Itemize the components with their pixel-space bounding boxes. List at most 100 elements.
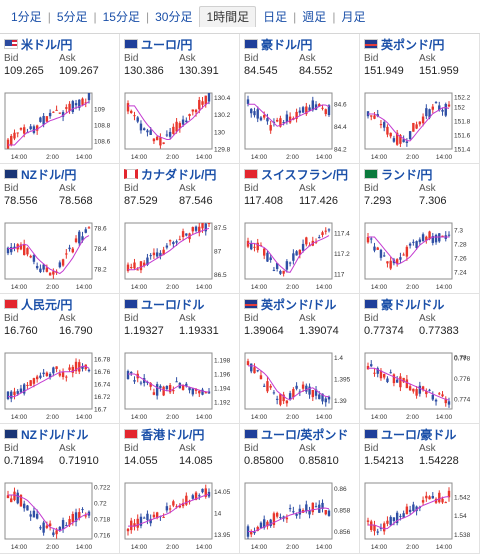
pair-panel[interactable]: ユーロ/円 Bid Ask 130.386 130.391 130.4 130.2 130 12… xyxy=(120,34,240,164)
candlestick-chart[interactable]: 109 108.8 108.6 14:00 2:00 14:00 xyxy=(3,90,116,161)
candle-body xyxy=(152,252,156,256)
candlestick-chart[interactable]: 0.722 0.72 0.718 0.716 14:00 2:00 14:00 xyxy=(3,480,116,551)
pair-name-link[interactable]: 英ポンド/円 xyxy=(381,37,445,52)
pair-title[interactable]: 豪ドル/円 xyxy=(244,36,355,52)
pair-title[interactable]: 香港ドル/円 xyxy=(124,426,235,442)
candle-body xyxy=(279,517,282,519)
candlestick-chart[interactable]: 14.05 14 13.95 14:00 2:00 14:00 xyxy=(123,480,236,551)
pair-panel[interactable]: ランド/円 Bid Ask 7.293 7.306 7.3 7.28 7.26 7.24 14:0… xyxy=(360,164,480,294)
pair-name-link[interactable]: ユーロ/円 xyxy=(141,37,193,52)
pair-name-link[interactable]: 英ポンド/ドル xyxy=(261,297,337,312)
candle-body xyxy=(45,525,49,528)
pair-title[interactable]: ユーロ/ドル xyxy=(124,296,235,312)
pair-panel[interactable]: 豪ドル/ドル Bid Ask 0.77374 0.77383 0.78 0.778 0.776… xyxy=(360,294,480,424)
pair-name-link[interactable]: 香港ドル/円 xyxy=(141,427,205,442)
candle-body xyxy=(389,372,392,374)
pair-panel[interactable]: NZドル/ドル Bid Ask 0.71894 0.71910 0.722 0.72 0.71… xyxy=(0,424,120,554)
y-tick-label: 1.4 xyxy=(334,355,343,362)
tab-timeframe-4[interactable]: 1時間足 xyxy=(199,6,257,27)
ask-value: 0.85810 xyxy=(299,455,339,467)
pair-title[interactable]: 米ドル/円 xyxy=(4,36,115,52)
x-tick-label: 2:00 xyxy=(166,154,179,161)
pair-panel[interactable]: 英ポンド/ドル Bid Ask 1.39064 1.39074 1.4 1.395 1.39 1… xyxy=(240,294,360,424)
candlestick-chart[interactable]: 7.3 7.28 7.26 7.24 14:00 2:00 14:00 xyxy=(363,220,476,291)
pair-name-link[interactable]: カナダドル/円 xyxy=(141,167,217,182)
pair-panel[interactable]: ユーロ/英ポンド Bid Ask 0.85800 0.85810 0.86 0.858 0.8… xyxy=(240,424,360,554)
tab-separator: | xyxy=(145,9,150,24)
candle-body xyxy=(55,530,58,535)
pair-title[interactable]: NZドル/円 xyxy=(4,166,115,182)
pair-title[interactable]: スイスフラン/円 xyxy=(244,166,355,182)
tab-timeframe-5[interactable]: 日足 xyxy=(263,9,288,24)
pair-title[interactable]: ユーロ/円 xyxy=(124,36,235,52)
candlestick-chart[interactable]: 1.542 1.54 1.538 14:00 2:00 14:00 xyxy=(363,480,476,551)
pair-panel[interactable]: 英ポンド/円 Bid Ask 151.949 151.959 152.2 152 151.8 1… xyxy=(360,34,480,164)
candle-body xyxy=(389,260,392,269)
pair-panel[interactable]: 人民元/円 Bid Ask 16.760 16.790 16.78 16.76 16.74 16… xyxy=(0,294,120,424)
candle-body xyxy=(204,392,207,394)
pair-title[interactable]: ユーロ/英ポンド xyxy=(244,426,355,442)
pair-title[interactable]: 英ポンド/ドル xyxy=(244,296,355,312)
pair-panel[interactable]: スイスフラン/円 Bid Ask 117.408 117.426 117.4 117.2 11… xyxy=(240,164,360,294)
candle-body xyxy=(402,139,405,143)
pair-name-link[interactable]: 人民元/円 xyxy=(21,297,73,312)
candle-body xyxy=(256,370,259,372)
pair-title[interactable]: NZドル/ドル xyxy=(4,426,115,442)
pair-title[interactable]: ランド/円 xyxy=(364,166,475,182)
candlestick-chart[interactable]: 117.4 117.2 117 14:00 2:00 14:00 xyxy=(243,220,356,291)
pair-title[interactable]: 英ポンド/円 xyxy=(364,36,475,52)
pair-name-link[interactable]: 豪ドル/円 xyxy=(261,37,313,52)
pair-name-link[interactable]: ユーロ/英ポンド xyxy=(261,427,349,442)
tab-timeframe-6[interactable]: 週足 xyxy=(302,9,327,24)
pair-title[interactable]: 人民元/円 xyxy=(4,296,115,312)
pair-name-link[interactable]: NZドル/ドル xyxy=(21,427,89,442)
tab-timeframe-2[interactable]: 15分足 xyxy=(102,9,140,24)
pair-name-link[interactable]: ユーロ/ドル xyxy=(141,297,205,312)
candle-body xyxy=(250,363,253,372)
candle-body xyxy=(421,116,425,124)
tab-timeframe-1[interactable]: 5分足 xyxy=(56,9,88,24)
candle-body xyxy=(13,132,16,139)
candlestick-chart[interactable]: 0.86 0.858 0.856 14:00 2:00 14:00 xyxy=(243,480,356,551)
y-tick-label: 0.858 xyxy=(334,507,351,514)
pair-panel[interactable]: 香港ドル/円 Bid Ask 14.055 14.085 14.05 14 13.95 14:0… xyxy=(120,424,240,554)
bid-label: Bid xyxy=(244,313,259,324)
candle-body xyxy=(441,498,444,503)
candlestick-chart[interactable]: 130.4 130.2 130 129.8 14:00 2:00 14:00 xyxy=(123,90,236,161)
candlestick-chart[interactable]: 16.78 16.76 16.74 16.72 16.7 14:00 2:00 14:00 xyxy=(3,350,116,421)
x-tick-label: 14:00 xyxy=(11,154,28,161)
candle-body xyxy=(185,495,188,505)
candlestick-chart[interactable]: 87.5 87 86.5 14:00 2:00 14:00 xyxy=(123,220,236,291)
pair-title[interactable]: 豪ドル/ドル xyxy=(364,296,475,312)
y-tick-label: 1.395 xyxy=(334,376,351,383)
candlestick-chart[interactable]: 78.6 78.4 78.2 14:00 2:00 14:00 xyxy=(3,220,116,291)
candle-body xyxy=(61,259,65,266)
candlestick-chart[interactable]: 1.4 1.395 1.39 14:00 2:00 14:00 xyxy=(243,350,356,421)
candle-body xyxy=(399,257,402,260)
candlestick-chart[interactable]: 152.2 152 151.8 151.6 151.4 14:00 2:00 14:00 xyxy=(363,90,476,161)
pair-panel[interactable]: 豪ドル/円 Bid Ask 84.545 84.552 84.6 84.4 84.2 14:00… xyxy=(240,34,360,164)
candle-body xyxy=(383,523,386,532)
candlestick-chart[interactable]: 1.198 1.196 1.194 1.192 14:00 2:00 14:00 xyxy=(123,350,236,421)
tab-timeframe-0[interactable]: 1分足 xyxy=(11,9,42,24)
candle-body xyxy=(379,527,383,529)
pair-panel[interactable]: NZドル/円 Bid Ask 78.556 78.568 78.6 78.4 78.2 14:0… xyxy=(0,164,120,294)
candle-body xyxy=(55,366,58,369)
pair-panel[interactable]: カナダドル/円 Bid Ask 87.529 87.546 87.5 87 86.5 14:00… xyxy=(120,164,240,294)
pair-title[interactable]: ユーロ/豪ドル xyxy=(364,426,475,442)
pair-name-link[interactable]: ランド/円 xyxy=(381,167,433,182)
tab-timeframe-7[interactable]: 月足 xyxy=(341,9,366,24)
pair-name-link[interactable]: スイスフラン/円 xyxy=(261,167,348,182)
pair-panel[interactable]: ユーロ/ドル Bid Ask 1.19327 1.19331 1.198 1.196 1.19… xyxy=(120,294,240,424)
tab-timeframe-3[interactable]: 30分足 xyxy=(155,9,193,24)
pair-name-link[interactable]: ユーロ/豪ドル xyxy=(381,427,457,442)
pair-name-link[interactable]: 米ドル/円 xyxy=(21,37,73,52)
candlestick-chart[interactable]: 84.6 84.4 84.2 14:00 2:00 14:00 xyxy=(243,90,356,161)
pair-title[interactable]: カナダドル/円 xyxy=(124,166,235,182)
pair-panel[interactable]: 米ドル/円 Bid Ask 109.265 109.267 109 108.8 108.6 14… xyxy=(0,34,120,164)
pair-name-link[interactable]: 豪ドル/ドル xyxy=(381,297,445,312)
x-tick-label: 2:00 xyxy=(406,544,419,551)
pair-panel[interactable]: ユーロ/豪ドル Bid Ask 1.54213 1.54228 1.542 1.54 1.53… xyxy=(360,424,480,554)
candlestick-chart[interactable]: 0.78 0.778 0.776 0.774 14:00 2:00 14:00 xyxy=(363,350,476,421)
pair-name-link[interactable]: NZドル/円 xyxy=(21,167,77,182)
